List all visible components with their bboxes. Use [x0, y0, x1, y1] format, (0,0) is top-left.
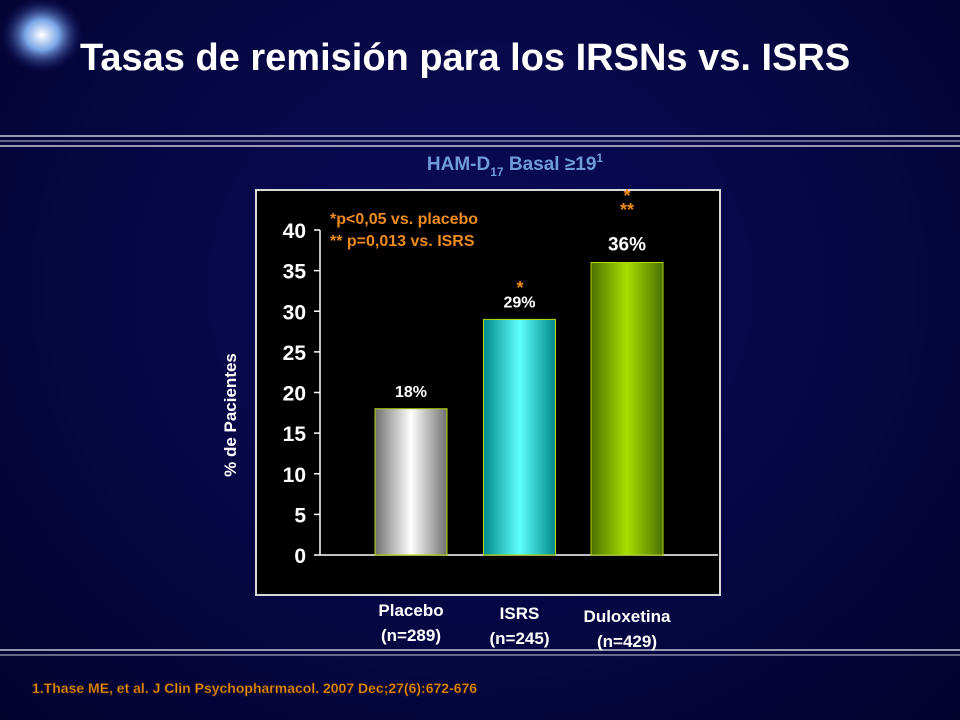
subtitle-part: HAM-D — [427, 154, 490, 175]
y-tick-label: 35 — [283, 261, 307, 284]
y-tick-label: 5 — [294, 504, 306, 527]
value-label: 36% — [608, 235, 646, 256]
value-label: 18% — [395, 384, 427, 401]
subtitle-part: 17 — [490, 165, 504, 179]
footer-divider — [0, 649, 960, 656]
significance-mark: * — [623, 186, 630, 206]
x-tick-label: Duloxetina (n=429) — [583, 607, 671, 651]
x-tick-label: Placebo (n=289) — [378, 601, 444, 645]
bar — [590, 262, 664, 556]
x-tick-label: ISRS (n=245) — [489, 604, 550, 648]
subtitle-part: 1 — [596, 151, 603, 165]
y-tick-label: 25 — [283, 342, 307, 365]
divider — [0, 135, 960, 147]
y-tick-label: 10 — [283, 464, 306, 487]
significance-mark: ** — [620, 200, 634, 220]
footnote: 1.Thase ME, et al. J Clin Psychopharmaco… — [32, 680, 477, 696]
significance-mark: * — [516, 278, 523, 298]
y-tick-label: 15 — [283, 423, 307, 446]
brain-icon — [0, 0, 84, 73]
subtitle-part: Basal ≥19 — [504, 154, 597, 175]
y-tick-label: 40 — [283, 220, 306, 243]
y-tick-label: 0 — [294, 545, 306, 568]
note: ** p=0,013 vs. ISRS — [330, 233, 475, 250]
y-tick-label: 30 — [283, 301, 306, 324]
note: *p<0,05 vs. placebo — [330, 211, 478, 228]
bar — [483, 318, 556, 556]
slide-title: Tasas de remisión para los IRSNs vs. ISR… — [80, 37, 850, 79]
subtitle: HAM-D17 Basal ≥191 — [427, 151, 604, 179]
y-tick-label: 20 — [283, 383, 306, 406]
bar — [374, 408, 448, 556]
y-axis-label: % de Pacientes — [221, 353, 240, 477]
value-label: 29% — [503, 294, 535, 311]
